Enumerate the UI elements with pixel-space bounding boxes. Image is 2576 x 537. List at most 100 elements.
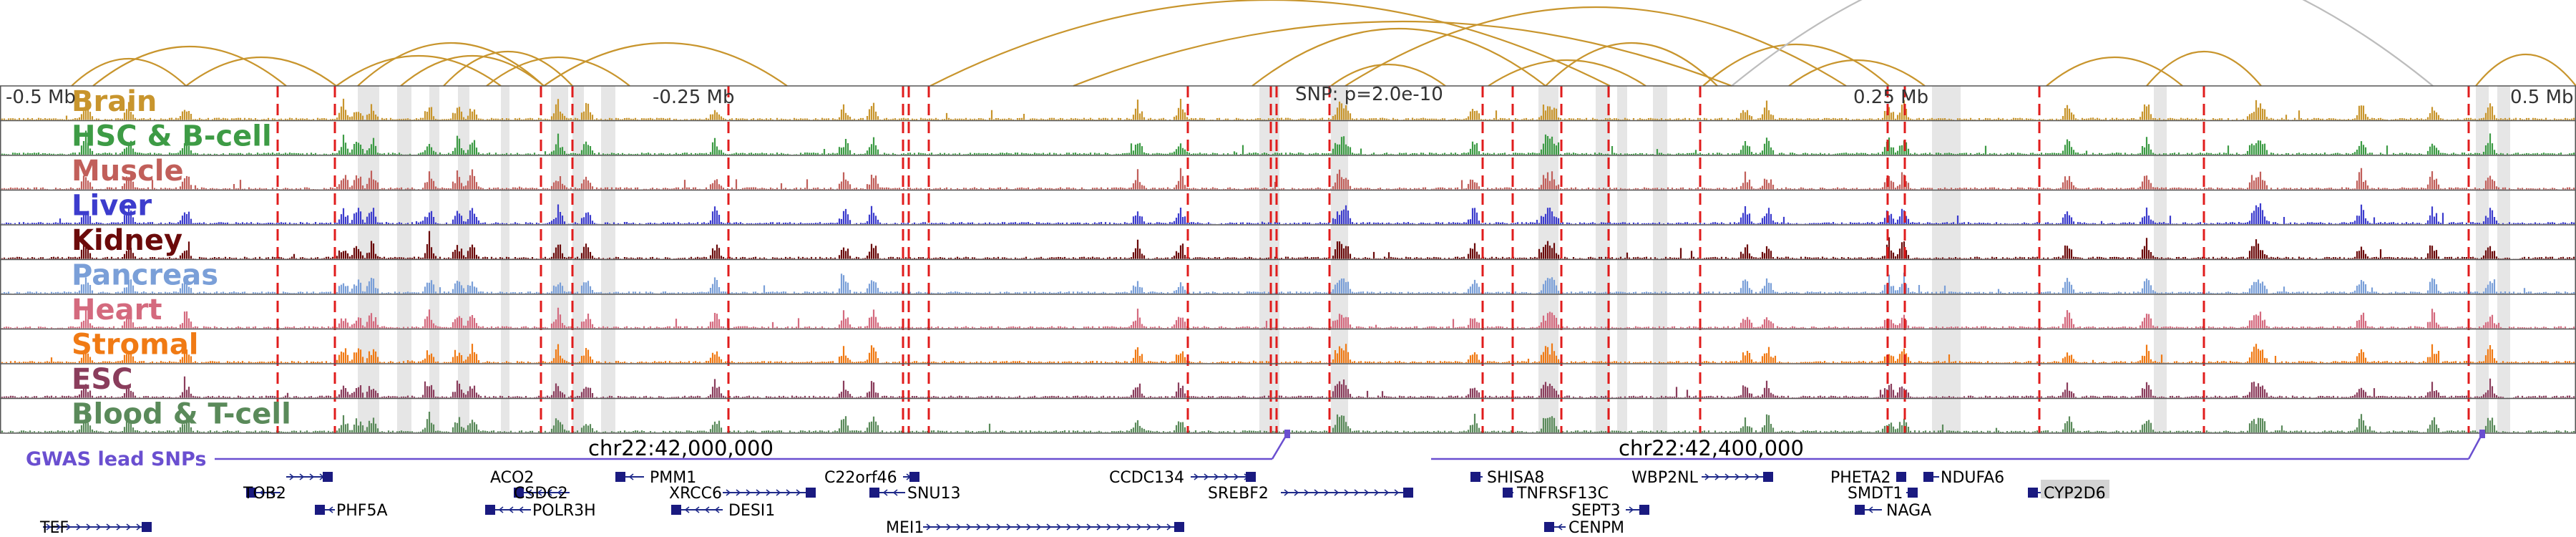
track-label: Kidney xyxy=(72,224,182,257)
gene-label: CCDC134 xyxy=(1109,469,1184,487)
gene-exon xyxy=(615,472,625,482)
signal-bars xyxy=(0,343,2575,363)
strand-arrow xyxy=(1224,473,1229,480)
gene-exon xyxy=(1908,488,1918,498)
gene-label: XRCC6 xyxy=(669,485,722,503)
strand-arrow xyxy=(986,523,992,531)
gene-ndufa6[interactable]: NDUFA6 xyxy=(1923,469,2004,487)
strand-arrow xyxy=(1557,523,1563,531)
strand-arrow xyxy=(1046,523,1052,531)
gene-c22orf46[interactable]: C22orf46 xyxy=(824,469,919,487)
gene-smdt1[interactable]: SMDT1 xyxy=(1848,485,1918,503)
snp-label: SNP: p=2.0e-10 xyxy=(1295,84,1443,105)
strand-arrow xyxy=(926,523,932,531)
gene-label: PHETA2 xyxy=(1830,469,1891,487)
strand-arrow xyxy=(756,489,761,496)
gene-label: TOB2 xyxy=(243,485,286,503)
gene-pheta2[interactable]: PHETA2 xyxy=(1830,469,1906,487)
strand-arrow xyxy=(106,523,112,531)
strand-arrow xyxy=(726,489,731,496)
strand-arrow xyxy=(126,523,132,531)
gene-exon xyxy=(323,472,333,482)
gene-tob2[interactable]: TOB2 xyxy=(243,485,286,503)
interaction-arc xyxy=(2046,56,2183,87)
interaction-arc xyxy=(1488,59,1646,87)
gene-label: SMDT1 xyxy=(1848,485,1903,503)
gwas-track: GWAS lead SNPs xyxy=(26,430,2485,470)
strand-arrow xyxy=(996,523,1002,531)
gene-label: PHF5A xyxy=(336,502,388,520)
gene-ccdc134[interactable]: CCDC134 xyxy=(1109,469,1256,487)
strand-arrow xyxy=(1334,489,1340,496)
interaction-arc xyxy=(2475,54,2576,87)
gene-polr3h[interactable]: POLR3H xyxy=(485,502,596,520)
interaction-arc xyxy=(1345,6,1847,87)
gwas-snp-marker xyxy=(2479,430,2485,438)
gene-wbp2nl[interactable]: WBP2NL xyxy=(1631,469,1773,487)
strand-arrow xyxy=(746,489,751,496)
gene-snu13[interactable]: SNU13 xyxy=(869,485,961,503)
signal-track xyxy=(0,168,2575,190)
gene-exon xyxy=(1503,488,1513,498)
strand-arrow xyxy=(269,489,275,496)
interaction-arc xyxy=(1731,0,2434,87)
scale-label-right: 0.5 Mb xyxy=(2510,87,2574,108)
strand-arrow xyxy=(136,523,142,531)
gene-label: POLR3H xyxy=(532,502,596,520)
signal-track xyxy=(0,130,2575,155)
gene-exon xyxy=(1763,472,1773,482)
strand-arrow xyxy=(1126,523,1132,531)
interaction-arc xyxy=(1702,43,1890,87)
signal-bars xyxy=(0,412,2575,432)
signal-bars xyxy=(0,168,2575,190)
gene-exon xyxy=(315,505,325,515)
track-label: Blood & T-cell xyxy=(72,398,291,431)
strand-arrow xyxy=(1735,473,1740,480)
gene-xrcc6[interactable]: XRCC6 xyxy=(669,485,816,503)
strand-arrow xyxy=(628,473,634,480)
strand-arrow xyxy=(1056,523,1062,531)
gene-shisa8[interactable]: SHISA8 xyxy=(1470,469,1544,487)
strand-arrow xyxy=(714,506,720,513)
track-label: ESC xyxy=(72,363,133,396)
gene-exon xyxy=(1639,505,1649,515)
strand-arrow xyxy=(1755,473,1760,480)
coordinate-label-2: chr22:42,400,000 xyxy=(1619,436,1804,460)
gene-csdc2[interactable]: CSDC2 xyxy=(514,485,570,503)
gene-exon xyxy=(869,488,879,498)
gwas-lead-snps-label: GWAS lead SNPs xyxy=(26,448,206,470)
track-frame xyxy=(0,85,2576,434)
gene-desi1[interactable]: DESI1 xyxy=(671,502,775,520)
strand-arrow xyxy=(86,523,92,531)
gene-srebf2[interactable]: SREBF2 xyxy=(1208,485,1413,503)
gene-cenpm[interactable]: CENPM xyxy=(1544,519,1624,537)
strand-arrow xyxy=(46,523,52,531)
signal-track xyxy=(1,203,2575,224)
interaction-arc xyxy=(400,54,545,87)
gene-phf5a[interactable]: PHF5A xyxy=(315,502,388,520)
gene-label: NAGA xyxy=(1886,502,1931,520)
gene-cyp2d6[interactable]: CYP2D6 xyxy=(2028,480,2109,503)
gene-mei1[interactable]: MEI1 xyxy=(886,519,1184,537)
gene-exon xyxy=(246,488,256,498)
gene-exon xyxy=(1246,472,1256,482)
strand-arrow xyxy=(796,489,801,496)
gene-pmm1[interactable]: PMM1 xyxy=(615,469,696,487)
gene-naga[interactable]: NAGA xyxy=(1855,502,1931,520)
gene-highlight xyxy=(2041,480,2109,498)
strand-arrow xyxy=(1294,489,1299,496)
gene-tef[interactable]: TEF xyxy=(39,519,152,537)
gene-label: DESI1 xyxy=(728,502,775,520)
strand-arrow xyxy=(1629,506,1634,513)
gene-aco2[interactable]: ACO2 xyxy=(286,469,534,487)
signal-track xyxy=(0,98,2575,120)
strand-arrow xyxy=(1714,473,1720,480)
gene-tnfrsf13c[interactable]: TNFRSF13C xyxy=(1503,485,1609,503)
strand-arrow xyxy=(1066,523,1072,531)
gene-label: SNU13 xyxy=(907,485,961,503)
gene-sept3[interactable]: SEPT3 xyxy=(1571,502,1649,520)
gene-exon xyxy=(1923,472,1933,482)
interaction-arcs xyxy=(71,0,2576,87)
scale-label-left: -0.5 Mb xyxy=(6,87,76,108)
